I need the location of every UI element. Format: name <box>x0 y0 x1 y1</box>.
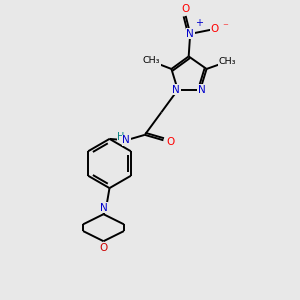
Text: N: N <box>186 29 194 39</box>
Text: O: O <box>210 24 218 34</box>
Text: N: N <box>122 135 130 145</box>
Text: CH₃: CH₃ <box>219 57 236 66</box>
Text: N: N <box>172 85 180 95</box>
Text: N: N <box>198 85 206 95</box>
Text: N: N <box>100 202 107 213</box>
Text: ⁻: ⁻ <box>222 22 228 32</box>
Text: O: O <box>182 4 190 14</box>
Text: O: O <box>99 243 108 253</box>
Text: H: H <box>117 132 124 142</box>
Text: O: O <box>167 137 175 147</box>
Text: +: + <box>195 18 203 28</box>
Text: CH₃: CH₃ <box>142 56 160 65</box>
